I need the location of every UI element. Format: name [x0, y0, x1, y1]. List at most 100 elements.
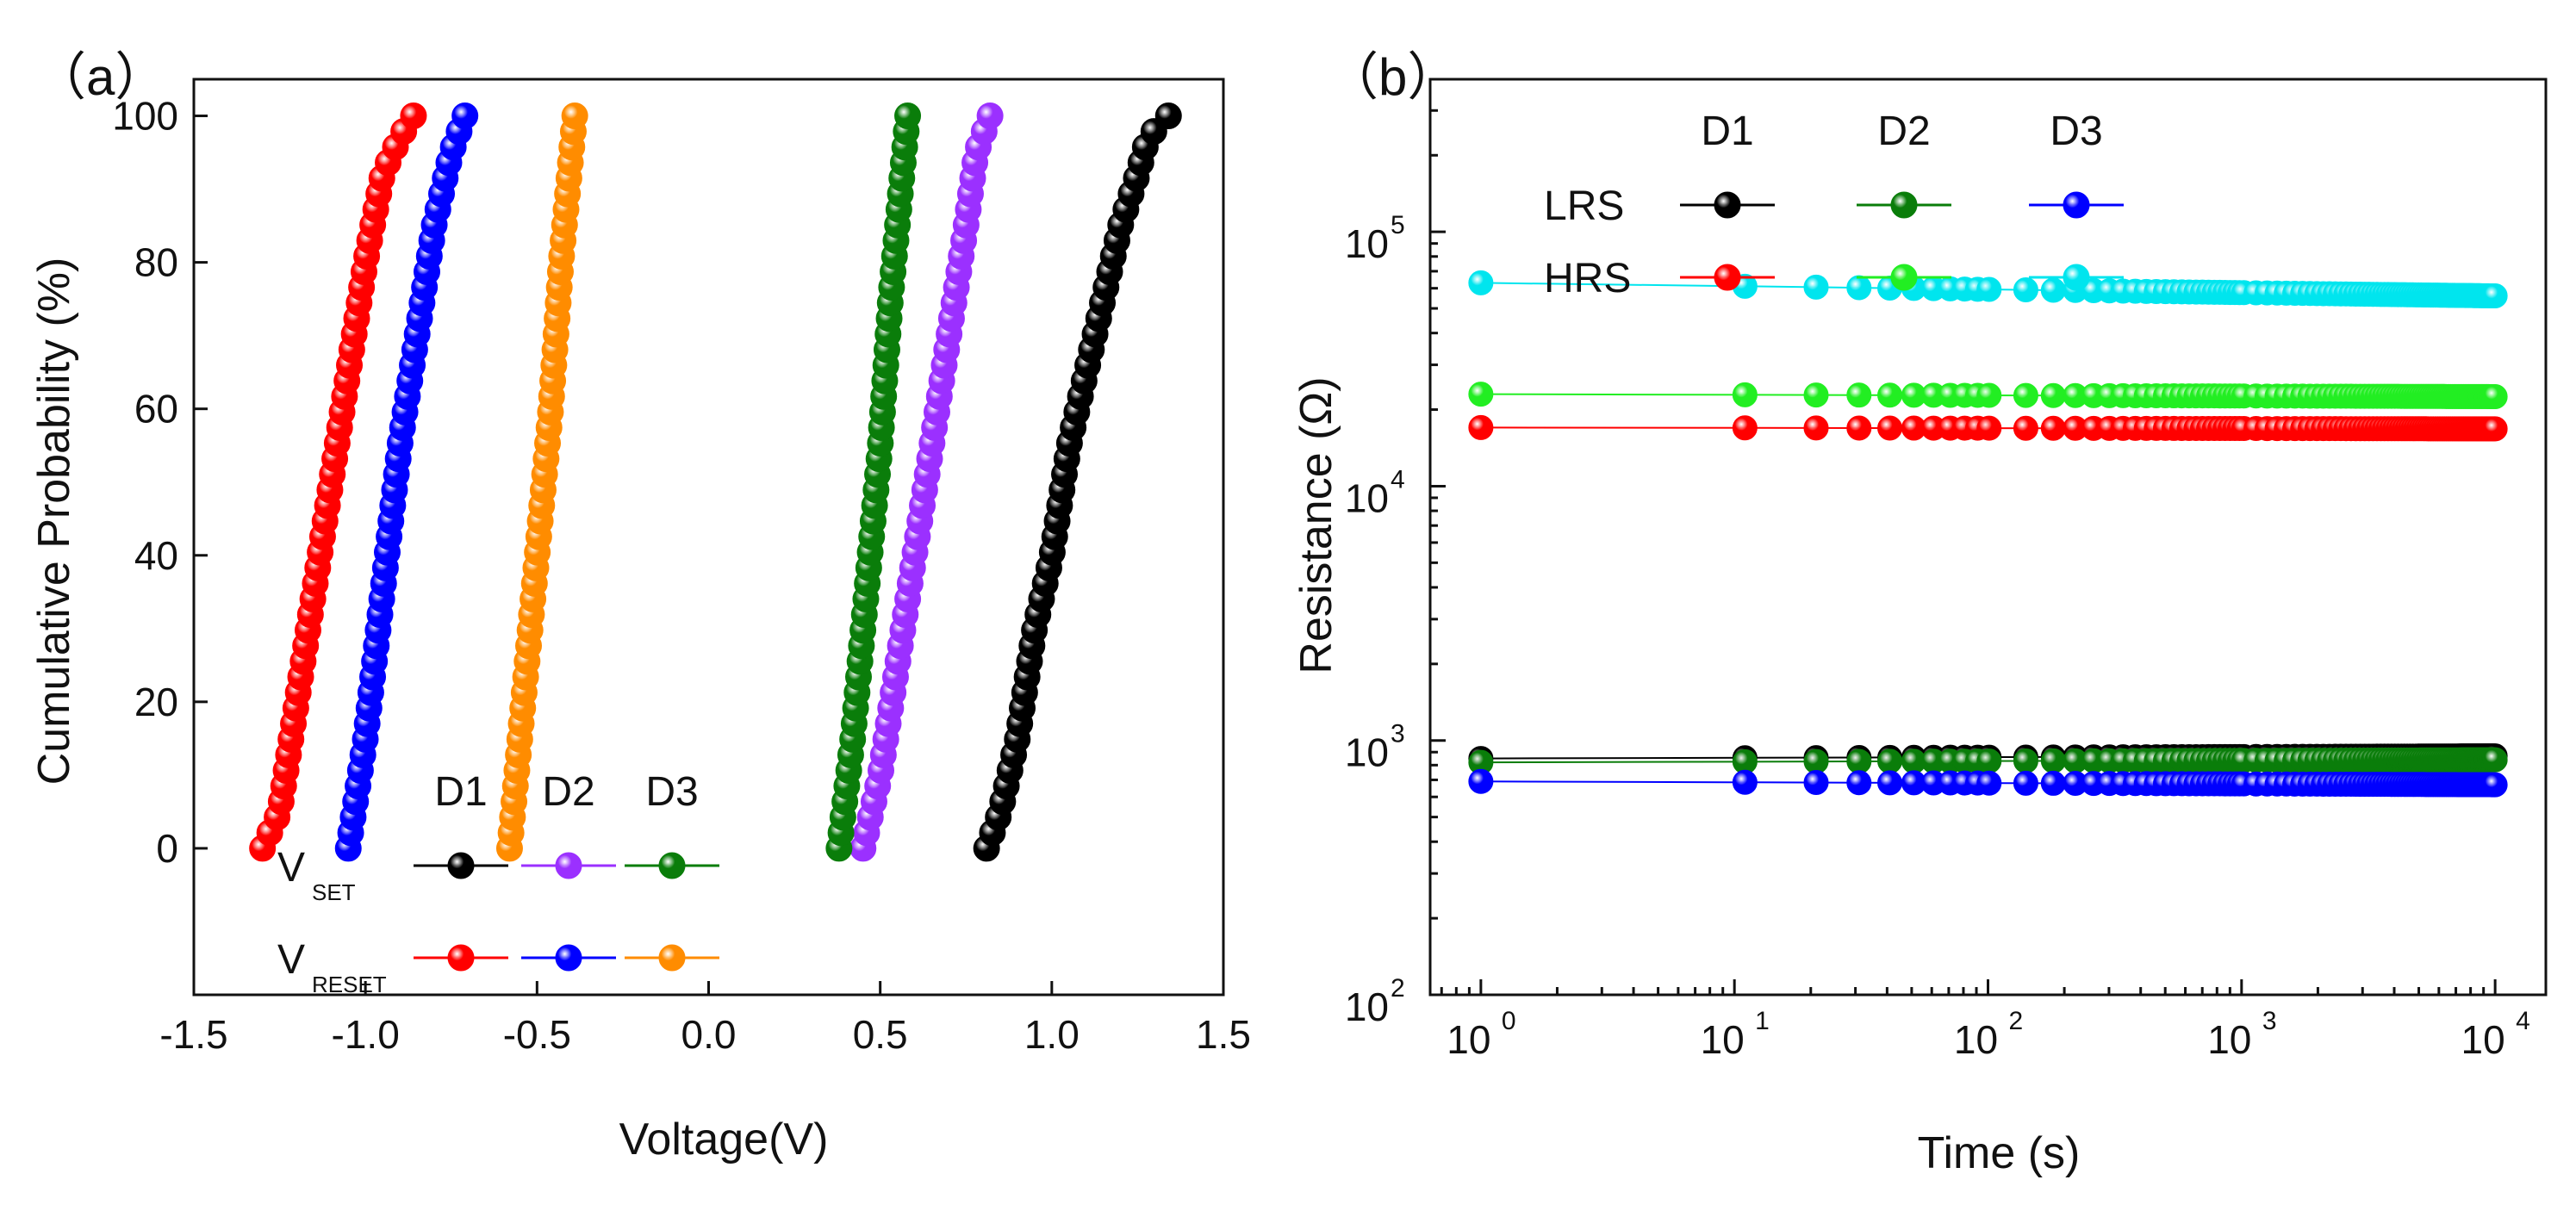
panel-b-series: [1468, 414, 2508, 442]
panel-b-point: [1846, 382, 1872, 408]
panel-b-xlabel: Time (s): [1918, 1128, 2081, 1178]
panel-b-x-tick-label: 10: [1701, 1017, 1745, 1062]
panel-a-legend-marker: [555, 852, 582, 879]
panel-a-legend-column: D1: [434, 769, 487, 815]
panel-a-legend-marker: [555, 944, 582, 972]
panel-b-point: [2482, 416, 2508, 442]
panel-b-point: [2040, 382, 2066, 408]
panel-b-point: [1803, 382, 1829, 408]
panel-b-point: [1468, 382, 1494, 407]
panel-b-y-tick-exp: 3: [1391, 720, 1405, 748]
panel-b-point: [1846, 415, 1872, 441]
panel-a-legend-marker: [447, 944, 475, 972]
panel-b-point: [1846, 770, 1872, 796]
panel-b-point: [1468, 414, 1494, 440]
panel-b-point: [1976, 276, 2002, 302]
panel-b-legend-marker: [2063, 264, 2090, 291]
panel-b-legend-marker: [1890, 191, 1918, 219]
panel-b-point: [1732, 415, 1758, 441]
panel-b-x-tick-label: 10: [1447, 1017, 1490, 1062]
panel-a-label: （a）: [34, 48, 166, 106]
panel-b-x-tick-label: 10: [2207, 1017, 2251, 1062]
panel-b-legend-marker: [1714, 191, 1741, 219]
panel-a-x-tick-label: 0.5: [853, 1012, 908, 1057]
panel-b-series: [1468, 270, 2508, 309]
panel-b-point: [1846, 748, 1872, 774]
panel-b-point: [2013, 770, 2038, 796]
panel-a-legend-row-label: V: [277, 845, 305, 891]
panel-b-series: [1468, 382, 2508, 409]
panel-b-point: [2013, 748, 2038, 774]
panel-b-point: [1803, 415, 1829, 441]
panel-b-point: [1468, 270, 1494, 295]
panel-b-x-tick-exp: 1: [1755, 1007, 1770, 1035]
panel-b-point: [1877, 748, 1903, 774]
panel-b-point: [1732, 769, 1758, 795]
panel-a-point: [561, 102, 588, 130]
panel-b-y-tick-exp: 2: [1391, 974, 1405, 1003]
panel-b-point: [2482, 747, 2508, 773]
panel-a-legend-row-label: V: [277, 937, 305, 983]
panel-a-series: [849, 102, 1004, 862]
panel-b-x-tick-exp: 4: [2516, 1007, 2530, 1035]
panel-b-legend: D1 D2 D3 LRS HRS: [1544, 109, 2124, 301]
panel-b-y-tick-exp: 4: [1391, 465, 1405, 494]
panel-b-point: [1803, 274, 1829, 300]
panel-a-legend-marker: [658, 852, 686, 879]
panel-b-y-tick-exp: 5: [1391, 211, 1405, 239]
panel-b-point: [1803, 748, 1829, 774]
panel-b-point: [1846, 275, 1872, 301]
panel-b-x-tick-exp: 0: [1502, 1007, 1516, 1035]
panel-b-legend-row-label: LRS: [1544, 183, 1624, 229]
panel-b-point: [1877, 770, 1903, 796]
panel-b-point: [1803, 770, 1829, 796]
panel-b-point: [2040, 770, 2066, 796]
panel-a-ylabel: Cumulative Probability (%): [29, 258, 79, 786]
panel-b-legend-marker: [1890, 264, 1918, 291]
panel-b-point: [1732, 382, 1758, 407]
panel-b-series: [1468, 768, 2508, 798]
panel-a-y-tick-label: 60: [134, 387, 178, 432]
panel-b-y-tick-label: 10: [1345, 221, 1389, 266]
panel-b-point: [1976, 770, 2002, 796]
panel-a-y-tick-label: 20: [134, 680, 178, 724]
panel-a-point: [894, 102, 922, 130]
panel-b-point: [1976, 382, 2002, 408]
panel-a-legend-marker: [658, 944, 686, 972]
panel-b-legend-row-label: HRS: [1544, 256, 1631, 301]
panel-a-x-tick-label: -0.5: [503, 1012, 571, 1057]
panel-b-x-tick-exp: 2: [2009, 1007, 2024, 1035]
panel-b-point: [2482, 383, 2508, 409]
panel-a-legend-column: D2: [542, 769, 594, 815]
panel-a-plot: -1.5 -1.0 -0.5 0.0 0.5 1.0 1.5 0 20 40 60 80 100 D1 D2…: [112, 78, 1251, 1057]
panel-b-legend-column: D3: [2050, 109, 2102, 154]
panel-a-y-tick-label: 80: [134, 240, 178, 285]
panel-b-legend-marker: [1714, 264, 1741, 291]
panel-b-point: [2040, 415, 2066, 441]
panel-a-x-tick-label: -1.5: [159, 1012, 227, 1057]
panel-b-legend-marker: [2063, 191, 2090, 219]
panel-a-y-tick-label: 100: [112, 94, 178, 139]
panel-a-x-tick-label: 1.5: [1196, 1012, 1251, 1057]
panel-a-series: [249, 102, 427, 862]
panel-b-point: [1877, 382, 1903, 408]
panel-a-legend-row-sub: SET: [312, 879, 356, 905]
panel-b-point: [2040, 277, 2066, 303]
panel-b-y-tick-label: 10: [1345, 730, 1389, 775]
panel-a-series: [825, 102, 922, 862]
panel-a-x-tick-label: 0.0: [681, 1012, 737, 1057]
panel-a-series: [495, 102, 588, 862]
panel-b-legend-column: D1: [1701, 109, 1753, 154]
panel-b-x-tick-label: 10: [1954, 1017, 1998, 1062]
panel-b-series: [1468, 747, 2508, 775]
panel-a-point: [1154, 102, 1182, 130]
panel-a-x-tick-label: 1.0: [1024, 1012, 1080, 1057]
panel-a-y-tick-label: 0: [156, 826, 178, 871]
panel-a-point: [976, 102, 1004, 130]
panel-a-legend: D1 D2 D3 V SET V RESET: [277, 769, 719, 997]
panel-b-x-tick-label: 10: [2461, 1017, 2505, 1062]
panel-b-point: [1976, 415, 2002, 441]
panel-a-point: [451, 102, 479, 130]
